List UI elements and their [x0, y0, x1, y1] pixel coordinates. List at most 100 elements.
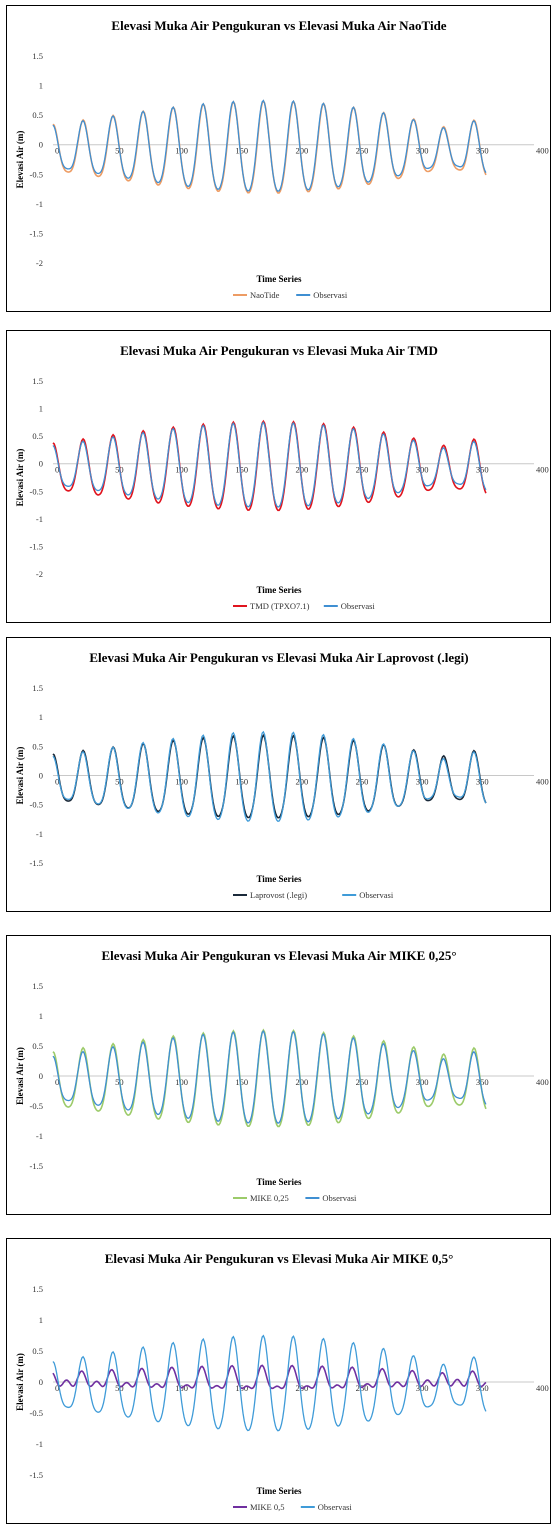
y-tick-label: 0 [39, 459, 43, 469]
x-tick-label: 200 [296, 146, 309, 156]
legend-item: Observasi [323, 601, 376, 611]
x-tick-label: 100 [175, 777, 188, 787]
chart-svg: Elevasi Muka Air Pengukuran vs Elevasi M… [15, 18, 549, 300]
series-line-observasi [52, 1030, 487, 1124]
y-tick-label: 0 [39, 1377, 43, 1387]
y-tick-label: -1 [36, 829, 43, 839]
chart-title: Elevasi Muka Air Pengukuran vs Elevasi M… [105, 1251, 454, 1266]
x-tick-label: 200 [296, 1077, 309, 1087]
x-tick-label: 150 [235, 777, 248, 787]
x-tick-label: 250 [356, 146, 369, 156]
legend-item: NaoTide [233, 290, 280, 300]
y-tick-label: -1.5 [30, 858, 43, 868]
series-line-observasi [52, 421, 487, 508]
chart-svg: Elevasi Muka Air Pengukuran vs Elevasi M… [15, 343, 549, 611]
legend-item: MIKE 0,25 [233, 1193, 289, 1203]
chart-title: Elevasi Muka Air Pengukuran vs Elevasi M… [120, 343, 438, 358]
y-tick-label: 0.5 [32, 741, 43, 751]
legend: MIKE 0,25 Observasi [233, 1193, 357, 1203]
chart-panel-naotide: Elevasi Muka Air Pengukuran vs Elevasi M… [6, 5, 551, 312]
y-tick-label: 1.5 [32, 376, 43, 386]
x-tick-label: 150 [235, 1077, 248, 1087]
x-tick-label: 400 [536, 146, 549, 156]
x-tick-label: 150 [235, 465, 248, 475]
y-tick-label: -2 [36, 258, 43, 268]
y-tick-label: -1.5 [30, 1470, 43, 1480]
y-tick-label: -1 [36, 1439, 43, 1449]
y-tick-label: 0.5 [32, 110, 43, 120]
series-line-observasi [52, 99, 487, 192]
legend-label: MIKE 0,25 [250, 1193, 289, 1203]
x-tick-label: 350 [476, 777, 489, 787]
y-tick-label: 1 [39, 1011, 43, 1021]
y-tick-label: 0 [39, 771, 43, 781]
x-tick-label: 100 [175, 1077, 188, 1087]
legend-item: Observasi [342, 890, 394, 900]
legend-label: Observasi [318, 1502, 353, 1512]
y-tick-label: 1 [39, 404, 43, 414]
chart-title: Elevasi Muka Air Pengukuran vs Elevasi M… [89, 650, 468, 665]
y-axis-label: Elevasi Air (m) [15, 747, 25, 805]
x-tick-label: 100 [175, 146, 188, 156]
y-tick-label: 0 [39, 140, 43, 150]
legend-item: TMD (TPXO7.1) [233, 601, 310, 611]
x-tick-label: 100 [175, 465, 188, 475]
chart-svg: Elevasi Muka Air Pengukuran vs Elevasi M… [15, 650, 549, 900]
y-tick-label: 0 [39, 1071, 43, 1081]
chart-panel-laprovost: Elevasi Muka Air Pengukuran vs Elevasi M… [6, 637, 551, 912]
y-tick-label: 1 [39, 1315, 43, 1325]
y-tick-label: 0.5 [32, 1346, 43, 1356]
y-tick-label: -0.5 [30, 1101, 43, 1111]
y-tick-label: -1 [36, 199, 43, 209]
x-axis-label: Time Series [256, 274, 302, 284]
x-tick-label: 300 [416, 1077, 429, 1087]
x-tick-label: 400 [536, 465, 549, 475]
chart-svg: Elevasi Muka Air Pengukuran vs Elevasi M… [15, 948, 549, 1203]
legend-item: Laprovost (.legi) [233, 890, 307, 900]
x-tick-label: 300 [416, 465, 429, 475]
x-tick-label: 150 [235, 146, 248, 156]
x-tick-label: 350 [476, 146, 489, 156]
y-tick-label: -1 [36, 1131, 43, 1141]
chart-panel-tmd: Elevasi Muka Air Pengukuran vs Elevasi M… [6, 330, 551, 623]
x-tick-label: 400 [536, 1383, 549, 1393]
x-axis-label: Time Series [256, 585, 302, 595]
x-tick-label: 200 [296, 465, 309, 475]
y-tick-label: -1.5 [30, 1161, 43, 1171]
legend: Laprovost (.legi) Observasi [233, 890, 394, 900]
legend-label: Observasi [359, 890, 394, 900]
legend-label: NaoTide [250, 290, 280, 300]
x-tick-label: 350 [476, 465, 489, 475]
x-tick-label: 300 [416, 1383, 429, 1393]
legend-item: Observasi [300, 1502, 353, 1512]
legend: MIKE 0,5 Observasi [233, 1502, 352, 1512]
x-tick-label: 250 [356, 1077, 369, 1087]
y-tick-label: -1.5 [30, 228, 43, 238]
legend-label: Laprovost (.legi) [250, 890, 307, 900]
chart-panel-mike05: Elevasi Muka Air Pengukuran vs Elevasi M… [6, 1238, 551, 1524]
y-tick-label: 1 [39, 712, 43, 722]
legend-item: MIKE 0,5 [233, 1502, 284, 1512]
legend-item: Observasi [296, 290, 348, 300]
x-axis-label: Time Series [256, 1486, 302, 1496]
y-tick-label: 1.5 [32, 683, 43, 693]
chart-panel-mike025: Elevasi Muka Air Pengukuran vs Elevasi M… [6, 935, 551, 1215]
y-axis-label: Elevasi Air (m) [15, 131, 25, 189]
y-tick-label: 1.5 [32, 1284, 43, 1294]
x-tick-label: 0 [55, 1383, 59, 1393]
legend-label: Observasi [322, 1193, 357, 1203]
y-tick-label: -1.5 [30, 541, 43, 551]
y-tick-label: -1 [36, 514, 43, 524]
y-tick-label: 0.5 [32, 1041, 43, 1051]
legend-label: Observasi [341, 601, 376, 611]
y-tick-label: 0.5 [32, 431, 43, 441]
legend-label: MIKE 0,5 [250, 1502, 284, 1512]
x-tick-label: 300 [416, 146, 429, 156]
legend-label: TMD (TPXO7.1) [250, 601, 310, 611]
x-tick-label: 300 [416, 777, 429, 787]
y-axis-label: Elevasi Air (m) [15, 1047, 25, 1105]
x-tick-label: 350 [476, 1077, 489, 1087]
x-tick-label: 350 [476, 1383, 489, 1393]
series-line-observasi [52, 730, 487, 823]
x-tick-label: 400 [536, 777, 549, 787]
